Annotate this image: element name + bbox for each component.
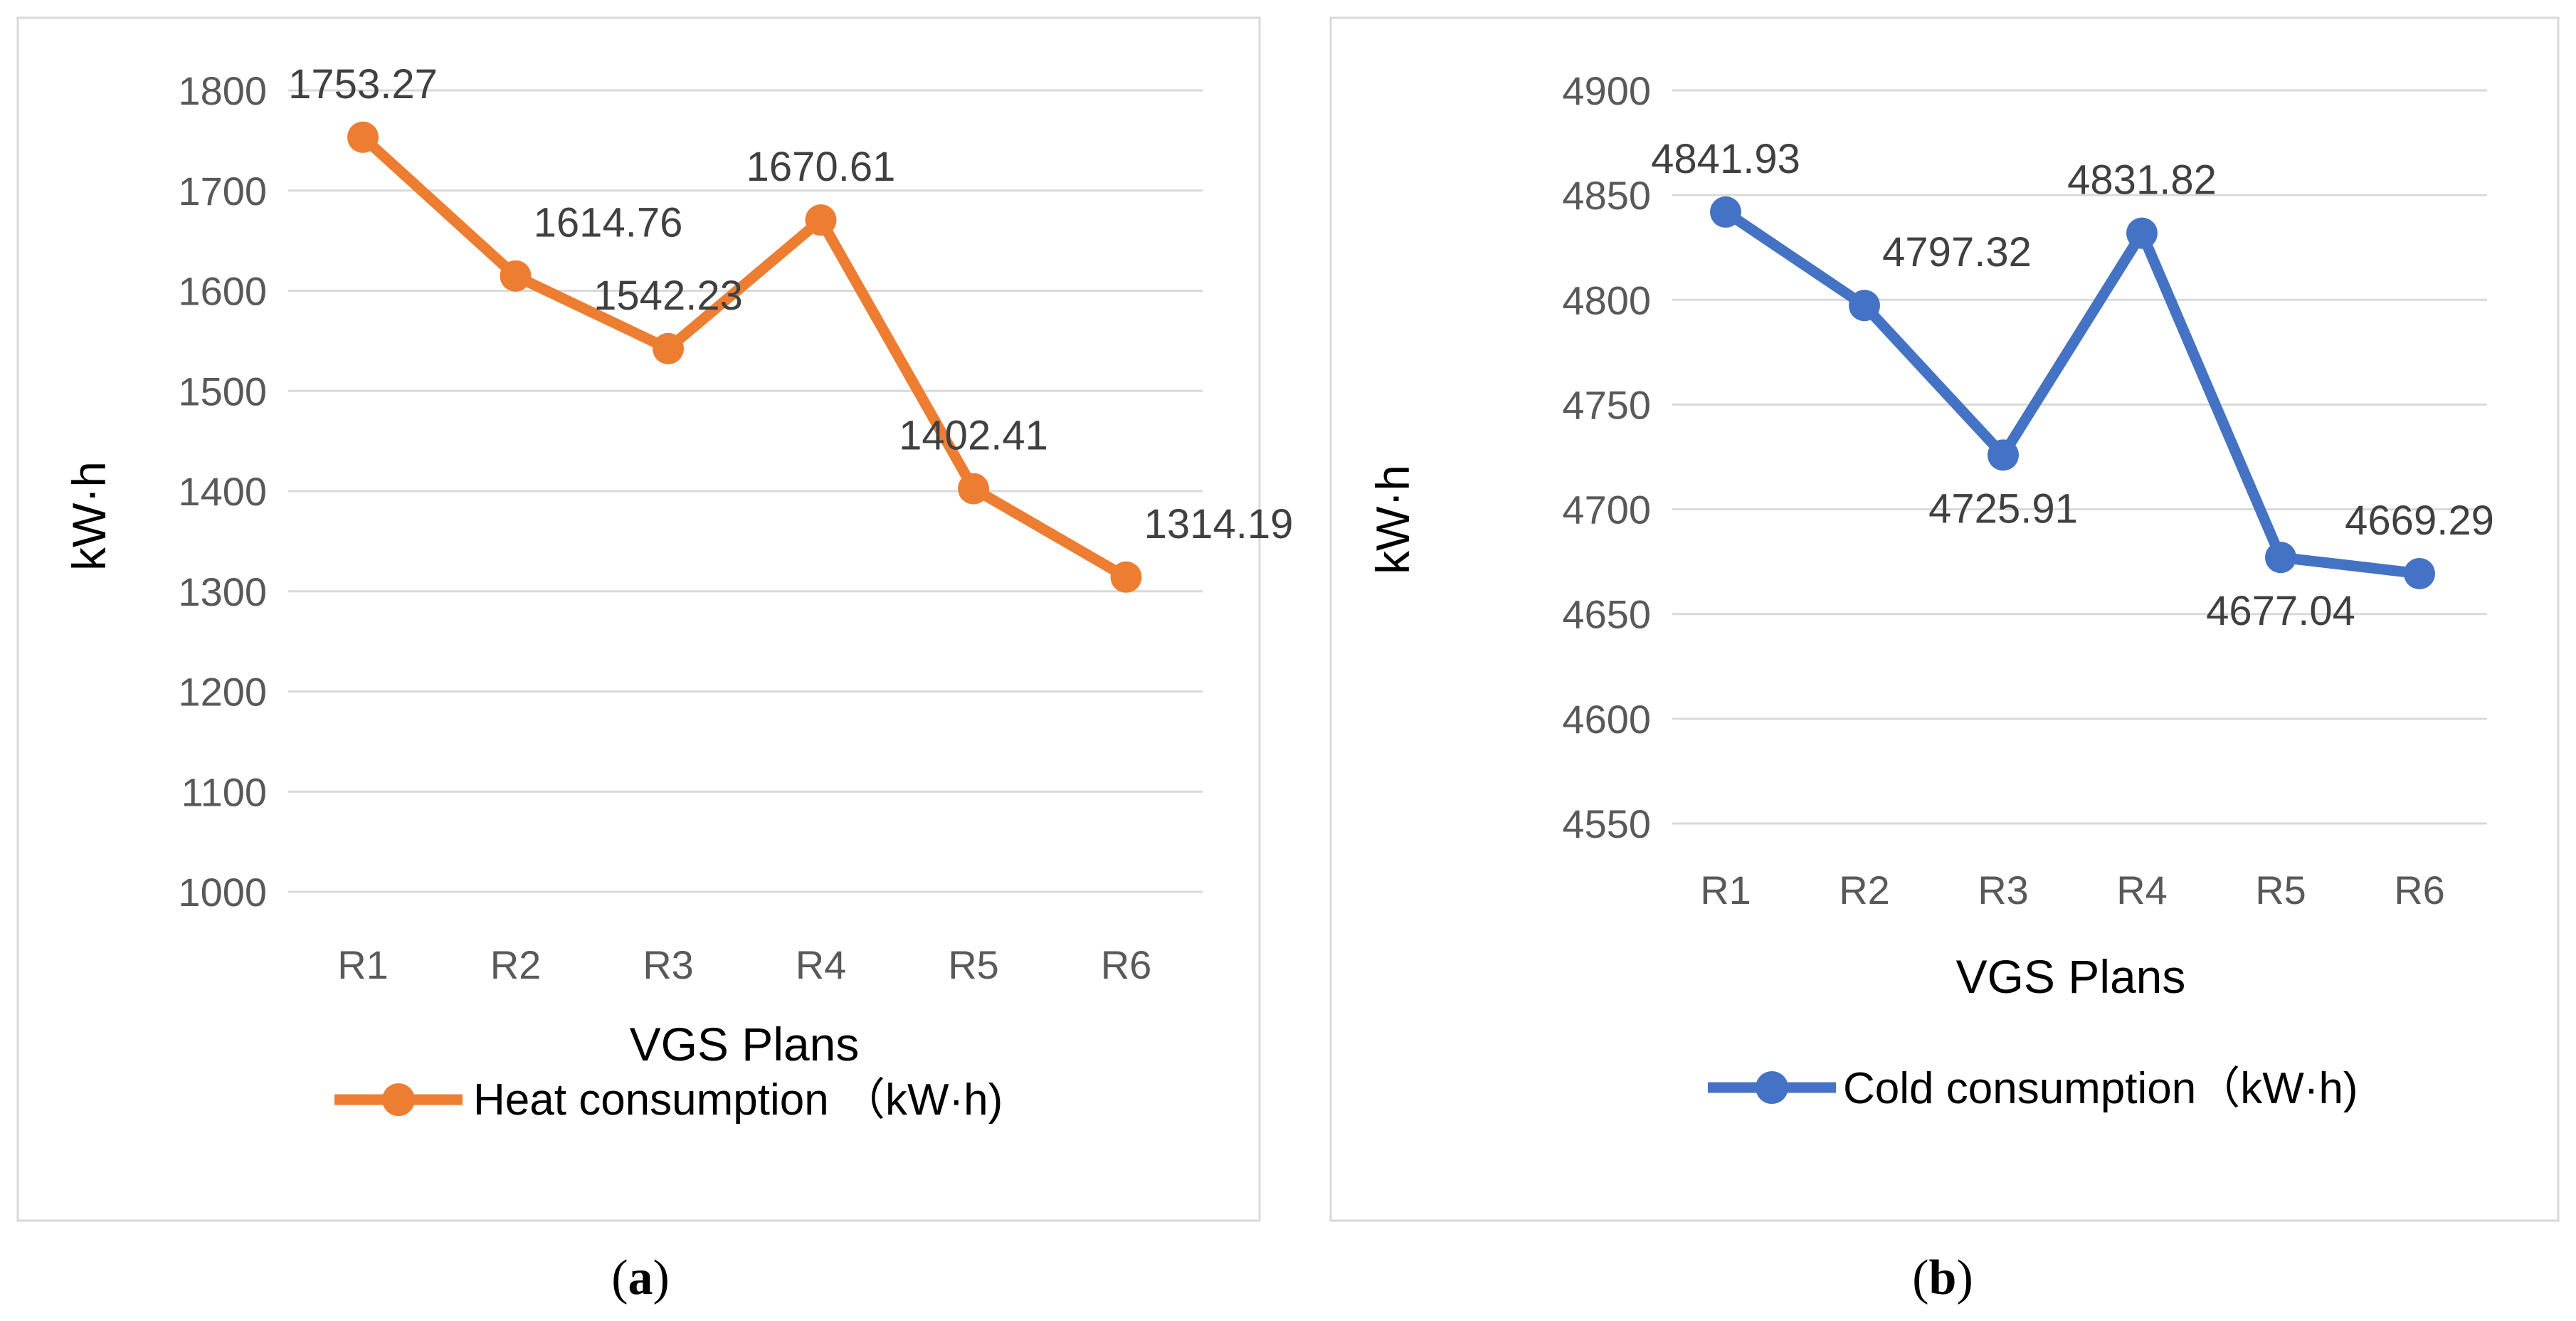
panel-b-y-axis-title: kW·h (1366, 465, 1419, 574)
b-data-label-R1: 4841.93 (1651, 136, 1800, 182)
a-x-tick-R4: R4 (796, 942, 847, 987)
b-x-tick-R4: R4 (2116, 868, 2168, 912)
panel-b-x-ticks: R1 R2 R3 R4 R5 R6 (1700, 868, 2445, 912)
b-point-R1 (1710, 196, 1741, 228)
b-x-tick-R3: R3 (1978, 868, 2029, 912)
b-point-R2 (1849, 290, 1880, 322)
panel-b-gridlines (1672, 89, 2487, 825)
b-data-label-R6: 4669.29 (2345, 498, 2494, 544)
b-point-R4 (2126, 217, 2158, 249)
b-y-tick-4750: 4750 (1562, 382, 1651, 427)
panel-b-legend-marker-icon (1756, 1071, 1788, 1104)
b-series-line (1720, 206, 2425, 579)
panel-a-y-ticks: 1000 1100 1200 1300 1400 1500 1600 1700 1800 (178, 68, 267, 915)
panel-b-caption: (b) (1912, 1251, 1973, 1305)
a-y-tick-1500: 1500 (178, 369, 267, 414)
a-x-tick-R5: R5 (948, 942, 999, 987)
a-y-tick-1000: 1000 (178, 870, 267, 915)
panel-a-caption-letter: a (628, 1251, 653, 1305)
panel-a-legend-label: Heat consumption （kW·h) (473, 1075, 1003, 1125)
a-data-label-R6: 1314.19 (1144, 501, 1294, 547)
a-point-R3 (653, 332, 684, 364)
a-y-tick-1800: 1800 (178, 68, 267, 113)
a-x-tick-R3: R3 (643, 942, 694, 987)
panel-a-gridlines (288, 89, 1203, 893)
b-data-label-R3: 4725.91 (1928, 485, 2078, 532)
panel-a-data-labels: 1753.27 1614.76 1542.23 1670.61 1402.41 1314.… (288, 61, 1293, 547)
b-x-tick-R5: R5 (2255, 868, 2306, 912)
a-y-tick-1700: 1700 (178, 169, 267, 214)
panel-a-legend-marker-icon (382, 1083, 415, 1116)
panel-a-y-axis-title: kW·h (63, 461, 115, 571)
panel-a-series (347, 121, 1142, 593)
a-x-tick-R6: R6 (1101, 942, 1152, 987)
b-y-tick-4550: 4550 (1562, 801, 1651, 846)
panel-b-data-labels: 4841.93 4797.32 4725.91 4831.82 4677.04 4669.… (1651, 136, 2494, 634)
a-point-R5 (958, 473, 989, 505)
b-y-tick-4800: 4800 (1562, 278, 1651, 322)
a-point-R1 (347, 121, 379, 153)
panel-b-series (1710, 196, 2435, 589)
b-x-tick-R2: R2 (1839, 868, 1890, 912)
b-x-tick-R1: R1 (1700, 868, 1751, 912)
a-data-label-R4: 1670.61 (746, 144, 896, 190)
panel-b-legend: Cold consumption（kW·h) (1708, 1064, 2358, 1113)
a-y-tick-1200: 1200 (178, 670, 267, 715)
b-x-tick-R6: R6 (2394, 868, 2445, 912)
b-data-label-R5: 4677.04 (2206, 588, 2355, 634)
a-x-tick-R1: R1 (337, 942, 389, 987)
panel-a-frame (16, 16, 1261, 1222)
a-data-label-R1: 1753.27 (288, 61, 438, 107)
b-y-tick-4650: 4650 (1562, 592, 1651, 637)
b-y-tick-4600: 4600 (1562, 697, 1651, 742)
panel-b-legend-label: Cold consumption（kW·h) (1843, 1064, 2358, 1113)
b-data-label-R4: 4831.82 (2067, 157, 2217, 204)
b-y-tick-4850: 4850 (1562, 173, 1651, 218)
a-data-label-R2: 1614.76 (534, 200, 683, 246)
a-data-label-R5: 1402.41 (899, 413, 1048, 459)
a-point-R6 (1110, 561, 1142, 593)
panel-a-x-axis-title: VGS Plans (630, 1018, 860, 1070)
b-point-R5 (2265, 542, 2296, 574)
panel-a-legend: Heat consumption （kW·h) (334, 1075, 1003, 1125)
panel-b-frame (1329, 16, 2560, 1222)
panel-b-caption-letter: b (1929, 1251, 1957, 1305)
a-series-line (357, 132, 1131, 583)
panel-b-y-ticks: 4550 4600 4650 4700 4750 4800 4850 4900 (1562, 68, 1651, 846)
b-data-label-R2: 4797.32 (1882, 229, 2032, 275)
a-y-tick-1400: 1400 (178, 469, 267, 514)
b-y-tick-4700: 4700 (1562, 488, 1651, 532)
panel-a-x-ticks: R1 R2 R3 R4 R5 R6 (337, 942, 1151, 987)
a-data-label-R3: 1542.23 (593, 273, 743, 319)
b-point-R3 (1988, 439, 2019, 471)
b-point-R6 (2404, 557, 2435, 589)
b-y-tick-4900: 4900 (1562, 68, 1651, 113)
a-y-tick-1100: 1100 (181, 769, 267, 814)
a-x-tick-R2: R2 (490, 942, 542, 987)
panel-a-caption: (a) (611, 1251, 670, 1305)
a-y-tick-1300: 1300 (178, 569, 267, 614)
panel-b-x-axis-title: VGS Plans (1956, 950, 2186, 1003)
a-y-tick-1600: 1600 (178, 269, 267, 314)
a-point-R2 (500, 260, 532, 292)
a-point-R4 (805, 204, 837, 236)
